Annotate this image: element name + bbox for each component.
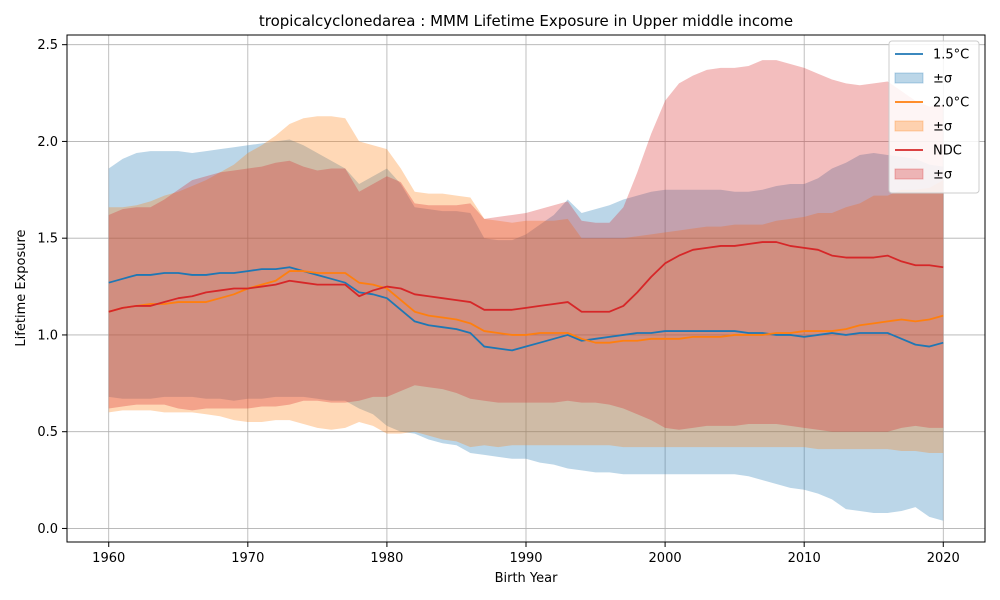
band-ndc [108,60,944,432]
legend-label-ndc: NDC [933,144,962,159]
grid [67,35,985,542]
x-axis-label: Birth Year [495,571,559,586]
chart-title: tropicalcyclonedarea : MMM Lifetime Expo… [259,12,793,30]
x-tick-label: 2020 [927,551,960,566]
x-axis-ticks: 1960 1970 1980 1990 2000 2010 2020 [92,542,960,566]
legend-patch-ndc [894,168,924,180]
y-tick-label: 1.5 [37,232,58,247]
x-tick-label: 2010 [788,551,821,566]
legend: 1.5°C ±σ 2.0°C ±σ NDC ±σ [888,40,980,194]
y-tick-label: 2.0 [37,135,58,150]
legend-band-label-1-5-c: ±σ [933,72,952,87]
y-axis-ticks: 0.0 0.5 1.0 1.5 2.0 2.5 [37,38,67,537]
x-tick-label: 1990 [509,551,542,566]
y-tick-label: 0.5 [37,425,58,440]
legend-patch-2-0-c [894,120,924,132]
y-tick-label: 0.0 [37,522,58,537]
legend-label-2-0-c: 2.0°C [933,96,969,111]
x-tick-label: 2000 [649,551,682,566]
series-lines [108,241,944,352]
line-ndc [108,241,944,313]
sigma-bands [108,60,944,521]
legend-box [888,40,980,194]
legend-band-label-ndc: ±σ [933,168,952,183]
x-tick-label: 1960 [92,551,125,566]
legend-band-label-2-0-c: ±σ [933,120,952,135]
y-tick-label: 1.0 [37,328,58,343]
legend-label-1-5-c: 1.5°C [933,48,969,63]
y-tick-label: 2.5 [37,38,58,53]
line-1-5-c [108,266,944,352]
band-2-0-c [108,116,944,453]
legend-patch-1-5-c [894,72,924,84]
y-axis-label: Lifetime Exposure [14,229,29,346]
band-1-5-c [108,139,944,521]
x-tick-label: 1970 [231,551,264,566]
x-tick-label: 1980 [370,551,403,566]
